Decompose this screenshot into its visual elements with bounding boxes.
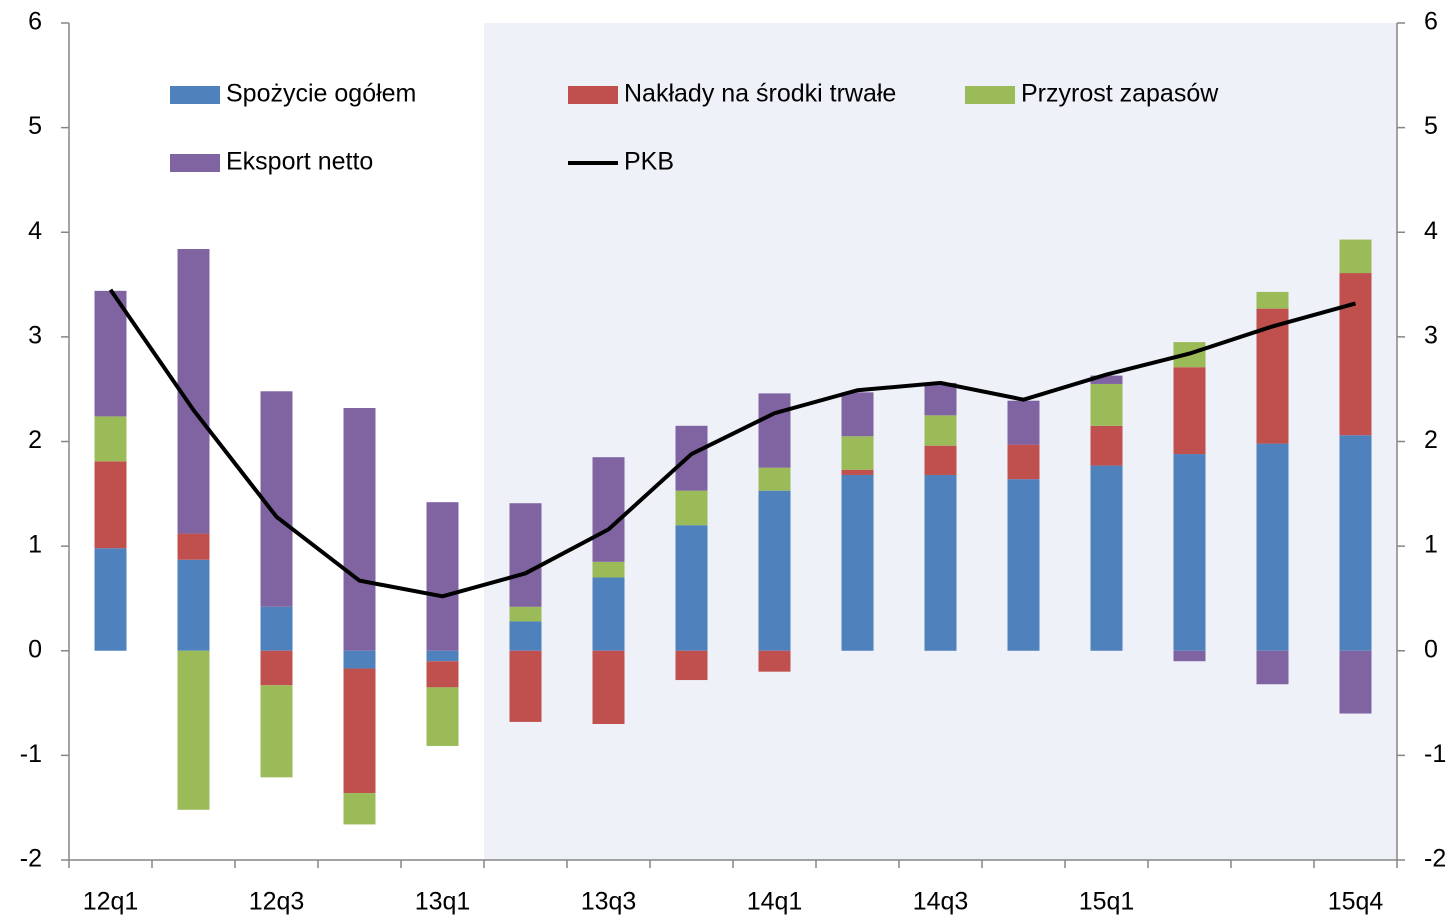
bar: [1339, 435, 1372, 651]
bar: [841, 392, 874, 437]
bar: [675, 650, 708, 681]
bar: [1173, 367, 1206, 455]
bar: [509, 606, 542, 622]
bar: [260, 606, 293, 651]
legend-swatch: [170, 154, 220, 172]
y-tick-label: 6: [28, 8, 42, 36]
bar: [1256, 443, 1289, 651]
bar: [841, 436, 874, 470]
bar: [260, 685, 293, 778]
bar: [592, 650, 625, 724]
bar: [94, 461, 127, 549]
bar: [177, 650, 210, 810]
bar: [1339, 239, 1372, 274]
bar: [1173, 650, 1206, 662]
bar: [675, 425, 708, 491]
y2-tick-label: 4: [1424, 217, 1438, 245]
y-tick-label: 5: [28, 112, 42, 140]
x-tick-label: 15q4: [1328, 888, 1384, 916]
y2-tick-label: 3: [1424, 321, 1438, 349]
x-tick-label: 12q3: [249, 888, 305, 916]
bar: [1090, 383, 1123, 426]
bar: [592, 561, 625, 578]
bar: [1256, 291, 1289, 309]
y2-tick-label: 2: [1424, 426, 1438, 454]
bar: [592, 577, 625, 651]
bar: [1090, 425, 1123, 466]
bar: [426, 661, 459, 688]
legend-label: Eksport netto: [226, 148, 373, 176]
x-tick-label: 15q1: [1079, 888, 1135, 916]
bar: [94, 416, 127, 462]
bar: [675, 525, 708, 651]
x-tick-label: 14q3: [913, 888, 969, 916]
bar: [1173, 454, 1206, 651]
bar: [426, 687, 459, 746]
bar: [343, 668, 376, 794]
bar: [343, 650, 376, 669]
bar: [1339, 273, 1372, 436]
bar: [841, 474, 874, 651]
bar: [758, 490, 791, 651]
bar: [94, 290, 127, 417]
bar: [1090, 465, 1123, 651]
y-tick-label: 0: [28, 635, 42, 663]
bar: [260, 650, 293, 686]
bar: [924, 445, 957, 475]
bar: [260, 391, 293, 607]
bar: [758, 393, 791, 468]
bar: [1090, 375, 1123, 384]
bar: [758, 467, 791, 491]
bar: [1007, 479, 1040, 651]
bar: [426, 502, 459, 651]
x-tick-label: 13q3: [581, 888, 637, 916]
bar: [1256, 650, 1289, 685]
bar: [509, 621, 542, 651]
bar: [177, 559, 210, 651]
y2-tick-label: 6: [1424, 8, 1438, 36]
legend-label: Nakłady na środki trwałe: [624, 80, 896, 108]
bar: [924, 474, 957, 651]
bar: [841, 469, 874, 475]
bar: [1007, 444, 1040, 480]
bar: [509, 650, 542, 722]
legend-label: Przyrost zapasów: [1021, 80, 1219, 108]
bar: [426, 650, 459, 662]
y-tick-label: 2: [28, 426, 42, 454]
legend-swatch: [568, 86, 618, 104]
x-tick-label: 14q1: [747, 888, 803, 916]
bar: [758, 650, 791, 672]
legend-label: PKB: [624, 148, 674, 176]
y2-tick-label: 0: [1424, 635, 1438, 663]
legend-swatch: [965, 86, 1015, 104]
x-tick-label: 13q1: [415, 888, 471, 916]
bar: [343, 793, 376, 825]
y-tick-label: 3: [28, 321, 42, 349]
bar: [177, 533, 210, 560]
y2-tick-label: -1: [1424, 740, 1446, 768]
bar: [1339, 650, 1372, 714]
y2-tick-label: -2: [1424, 845, 1446, 873]
bar: [675, 490, 708, 526]
bar: [509, 503, 542, 607]
bar: [1007, 400, 1040, 445]
bar: [592, 457, 625, 562]
bar: [343, 408, 376, 651]
y2-tick-label: 5: [1424, 112, 1438, 140]
legend-label: Spożycie ogółem: [226, 80, 416, 108]
bar: [94, 548, 127, 651]
y-tick-label: 4: [28, 217, 42, 245]
y2-tick-label: 1: [1424, 531, 1438, 559]
y-tick-label: -2: [20, 845, 42, 873]
line: [108, 288, 1357, 599]
bar: [924, 415, 957, 446]
x-tick-label: 12q1: [83, 888, 139, 916]
y-tick-label: -1: [20, 740, 42, 768]
y-tick-label: 1: [28, 531, 42, 559]
bar: [924, 382, 957, 416]
legend-swatch: [170, 86, 220, 104]
